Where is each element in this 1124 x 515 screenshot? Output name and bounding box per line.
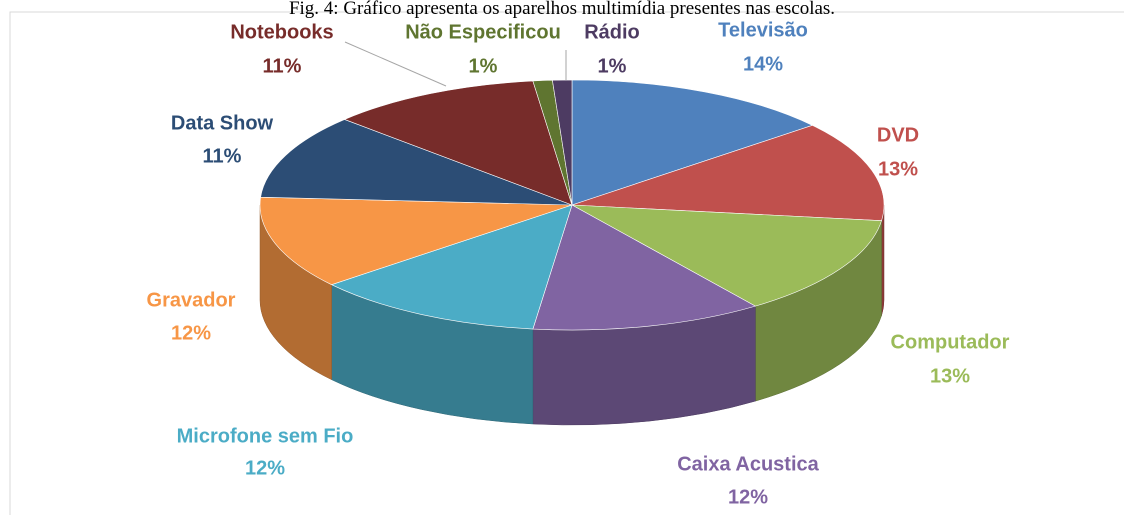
- category-label: Rádio: [584, 21, 640, 43]
- slice: [571, 124, 885, 221]
- labels: Televisão 14% DVD 13% Computador 13% Caixa Acu…: [147, 19, 1010, 508]
- category-label: Computador: [891, 331, 1010, 353]
- category-label: DVD: [877, 124, 919, 146]
- slice: [259, 196, 573, 286]
- value-label: 12%: [245, 457, 285, 479]
- value-label: 1%: [598, 55, 627, 77]
- leader-line: [344, 41, 447, 87]
- pie-sides: [259, 204, 885, 426]
- category-label: Não Especificou: [405, 21, 561, 43]
- value-label: 11%: [263, 55, 302, 77]
- category-label: Caixa Acustica: [677, 453, 819, 475]
- value-label: 12%: [728, 486, 768, 508]
- slice: [571, 204, 882, 307]
- category-label: Gravador: [147, 289, 236, 311]
- category-label: Televisão: [718, 19, 808, 41]
- category-label: Data Show: [171, 112, 274, 134]
- slice: [330, 204, 573, 330]
- value-label: 13%: [878, 158, 918, 180]
- value-label: 13%: [930, 365, 970, 387]
- value-label: 12%: [171, 322, 211, 344]
- slice: [552, 79, 573, 206]
- slice: [571, 79, 814, 206]
- slice: [260, 119, 573, 206]
- value-label: 14%: [743, 53, 783, 75]
- chart-title: Fig. 4: Gráfico apresenta os aparelhos m…: [289, 0, 835, 19]
- category-label: Notebooks: [230, 21, 333, 43]
- slice: [343, 80, 573, 206]
- value-label: 1%: [469, 55, 498, 77]
- value-label: 11%: [203, 145, 242, 167]
- pie-tops: [259, 79, 885, 331]
- slice: [532, 204, 757, 331]
- category-label: Microfone sem Fio: [177, 425, 354, 447]
- slice-side: [881, 204, 885, 316]
